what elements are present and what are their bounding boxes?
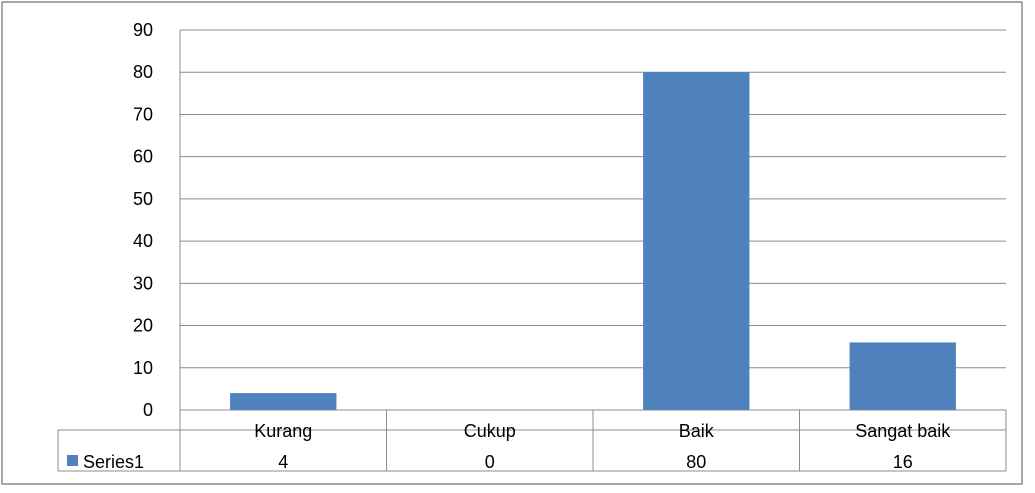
chart-border — [1, 1, 1023, 485]
bar-kurang — [230, 393, 337, 410]
y-tick-label: 50 — [133, 189, 153, 209]
data-table-value: 80 — [686, 452, 706, 472]
y-tick-label: 30 — [133, 273, 153, 293]
y-tick-label: 10 — [133, 358, 153, 378]
y-tick-label: 20 — [133, 316, 153, 336]
gridlines — [179, 29, 1007, 471]
y-tick-label: 80 — [133, 62, 153, 82]
data-table-value: 4 — [278, 452, 288, 472]
data-table-value: 16 — [893, 452, 913, 472]
x-tick-label: Baik — [679, 421, 715, 441]
data-table: Kurang Cukup Baik Sangat baik Series1 4 0 80 16 — [57, 410, 1006, 472]
bar-baik — [643, 72, 750, 410]
y-axis-ticks: 0 10 20 30 40 50 60 70 80 90 — [133, 20, 153, 420]
data-table-value: 0 — [485, 452, 495, 472]
y-tick-label: 0 — [143, 400, 153, 420]
y-tick-label: 40 — [133, 231, 153, 251]
x-tick-label: Sangat baik — [855, 421, 951, 441]
legend-swatch — [67, 455, 78, 466]
y-tick-label: 70 — [133, 104, 153, 124]
bar-sangat-baik — [849, 342, 956, 410]
legend-label: Series1 — [83, 452, 144, 472]
x-tick-label: Cukup — [464, 421, 516, 441]
y-tick-label: 60 — [133, 147, 153, 167]
bars — [230, 72, 956, 410]
x-tick-label: Kurang — [254, 421, 312, 441]
y-tick-label: 90 — [133, 20, 153, 40]
